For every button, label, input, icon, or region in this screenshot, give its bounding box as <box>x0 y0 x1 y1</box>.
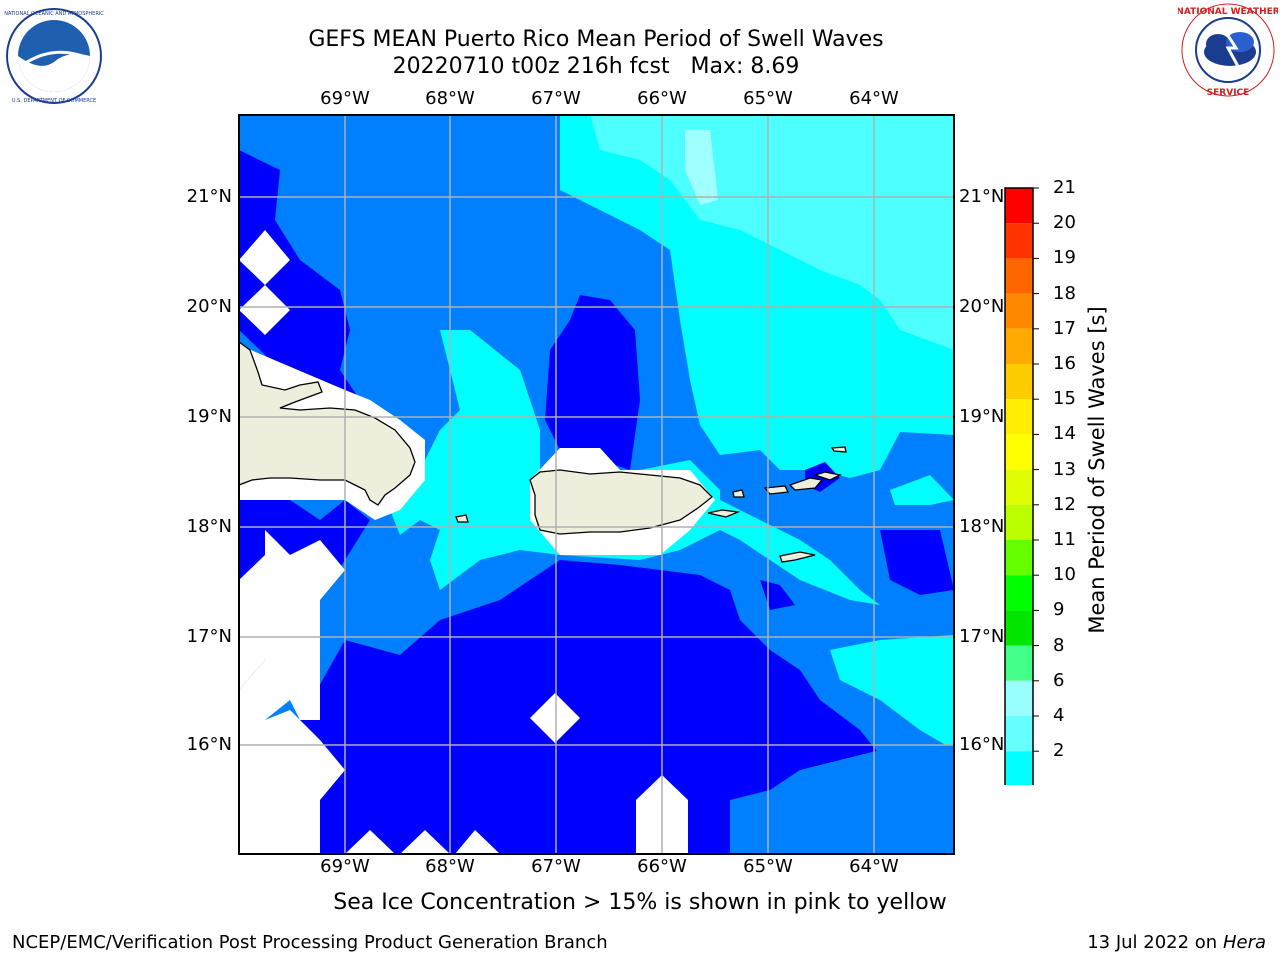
colorbar-tick-label-6: 15 <box>1053 388 1076 410</box>
swell-zone-0-2s-west <box>239 150 360 410</box>
land <box>239 341 847 563</box>
colorbar-tick-label-16: 2 <box>1053 740 1065 762</box>
st-croix <box>779 551 816 563</box>
lat-label-right-1: 20°N <box>959 296 1005 317</box>
swell-zone-2-4s-se <box>730 745 954 854</box>
colorbar-segment-4 <box>1005 328 1033 364</box>
colorbar-tick-label-4: 17 <box>1053 317 1076 339</box>
footer-date: 13 Jul 2022 on Hera <box>1087 932 1266 953</box>
anegada <box>830 446 847 453</box>
colorbar-segment-0 <box>1005 188 1033 224</box>
colorbar-segment-10 <box>1005 540 1033 576</box>
lat-label-right-3: 18°N <box>959 516 1005 537</box>
colorbar-segment-11 <box>1005 575 1033 611</box>
lon-label-bottom-0: 69°W <box>320 856 370 877</box>
lat-label-right-5: 16°N <box>959 734 1005 755</box>
footer-branch: NCEP/EMC/Verification Post Processing Pr… <box>12 932 608 953</box>
lat-label-right-2: 19°N <box>959 406 1005 427</box>
hispaniola <box>239 341 416 506</box>
colorbar-segment-3 <box>1005 293 1033 329</box>
colorbar-segment-8 <box>1005 469 1033 505</box>
colorbar-tick-label-11: 10 <box>1053 564 1076 586</box>
lon-label-top-4: 65°W <box>743 88 793 109</box>
svg-text:U.S. DEPARTMENT OF COMMERCE: U.S. DEPARTMENT OF COMMERCE <box>12 98 96 104</box>
map-subtitle: 20220710 t00z 216h fcst Max: 8.69 <box>392 54 800 79</box>
virgin-islands-2 <box>788 477 824 491</box>
lon-label-top-5: 64°W <box>849 88 899 109</box>
lat-label-right-0: 21°N <box>959 186 1005 207</box>
colorbar <box>1004 187 1039 785</box>
lat-label-left-0: 21°N <box>186 186 232 207</box>
lon-label-bottom-1: 68°W <box>425 856 475 877</box>
colorbar-segment-1 <box>1005 223 1033 259</box>
colorbar-segment-7 <box>1005 434 1033 470</box>
colorbar-segment-2 <box>1005 258 1033 294</box>
colorbar-segment-16 <box>1005 751 1033 785</box>
map-title: GEFS MEAN Puerto Rico Mean Period of Swe… <box>308 27 884 52</box>
swell-zone-6-8s <box>590 115 954 350</box>
lon-label-top-0: 69°W <box>320 88 370 109</box>
swell-zone-0-2s-se <box>880 530 954 595</box>
colorbar-segment-14 <box>1005 680 1033 716</box>
sea-ice-caption: Sea Ice Concentration > 15% is shown in … <box>333 890 947 915</box>
colorbar-tick-label-2: 19 <box>1053 247 1076 269</box>
colorbar-segment-6 <box>1005 399 1033 435</box>
lon-label-bottom-4: 65°W <box>743 856 793 877</box>
puerto-rico <box>529 469 713 535</box>
colorbar-tick-label-13: 8 <box>1053 634 1065 656</box>
lon-label-top-1: 68°W <box>425 88 475 109</box>
colorbar-segment-15 <box>1005 716 1033 752</box>
colorbar-tick-label-10: 11 <box>1053 529 1076 550</box>
colorbar-tick-label-15: 4 <box>1053 705 1065 726</box>
colorbar-frame <box>1004 187 1034 785</box>
lon-label-top-3: 66°W <box>637 88 687 109</box>
lat-label-left-5: 16°N <box>186 734 232 755</box>
swell-zone-8plus <box>685 130 718 205</box>
graticule <box>239 115 954 854</box>
colorbar-tick-label-5: 16 <box>1053 353 1076 374</box>
map-frame <box>238 114 955 855</box>
colorbar-tick-label-8: 13 <box>1053 458 1076 480</box>
colorbar-tick-label-3: 18 <box>1053 282 1076 304</box>
swell-zone-0-2s-south <box>300 560 880 854</box>
nws-logo: NATIONAL WEATHER SERVICE <box>1176 2 1280 106</box>
colorbar-title: Mean Period of Swell Waves [s] <box>1085 306 1109 634</box>
lon-label-bottom-2: 67°W <box>531 856 581 877</box>
colorbar-tick-label-0: 21 <box>1053 177 1076 198</box>
swell-zone-4-6s-east <box>830 635 954 750</box>
culebra <box>732 489 745 498</box>
mona-island <box>455 514 469 523</box>
lat-label-right-4: 17°N <box>959 626 1005 647</box>
lat-label-left-4: 17°N <box>186 626 232 647</box>
lat-label-left-2: 19°N <box>186 406 232 427</box>
svg-text:SERVICE: SERVICE <box>1207 88 1250 98</box>
colorbar-tick-label-14: 6 <box>1053 669 1065 691</box>
colorbar-tick-label-7: 14 <box>1053 423 1076 445</box>
colorbar-tick-label-1: 20 <box>1053 212 1076 234</box>
colorbar-segment-13 <box>1005 645 1033 681</box>
vieques <box>707 509 741 518</box>
colorbar-segment-12 <box>1005 610 1033 646</box>
lon-label-bottom-3: 66°W <box>637 856 687 877</box>
lon-label-bottom-5: 64°W <box>849 856 899 877</box>
lon-label-top-2: 67°W <box>531 88 581 109</box>
lat-label-left-1: 20°N <box>186 296 232 317</box>
swell-zone-0-2s-central <box>545 295 640 470</box>
swell-zone-4-6s-east2 <box>890 475 954 505</box>
svg-text:NATIONAL OCEANIC AND ATMOSPHER: NATIONAL OCEANIC AND ATMOSPHERIC <box>4 11 104 17</box>
colorbar-segment-5 <box>1005 364 1033 400</box>
colorbar-tick-label-9: 12 <box>1053 493 1076 515</box>
colorbar-segment-9 <box>1005 504 1033 540</box>
colorbar-tick-label-12: 9 <box>1053 599 1065 621</box>
svg-text:NATIONAL WEATHER: NATIONAL WEATHER <box>1178 7 1278 17</box>
lat-label-left-3: 18°N <box>186 516 232 537</box>
noaa-logo: NATIONAL OCEANIC AND ATMOSPHERIC U.S. DE… <box>4 6 104 110</box>
virgin-islands-3 <box>812 471 842 481</box>
